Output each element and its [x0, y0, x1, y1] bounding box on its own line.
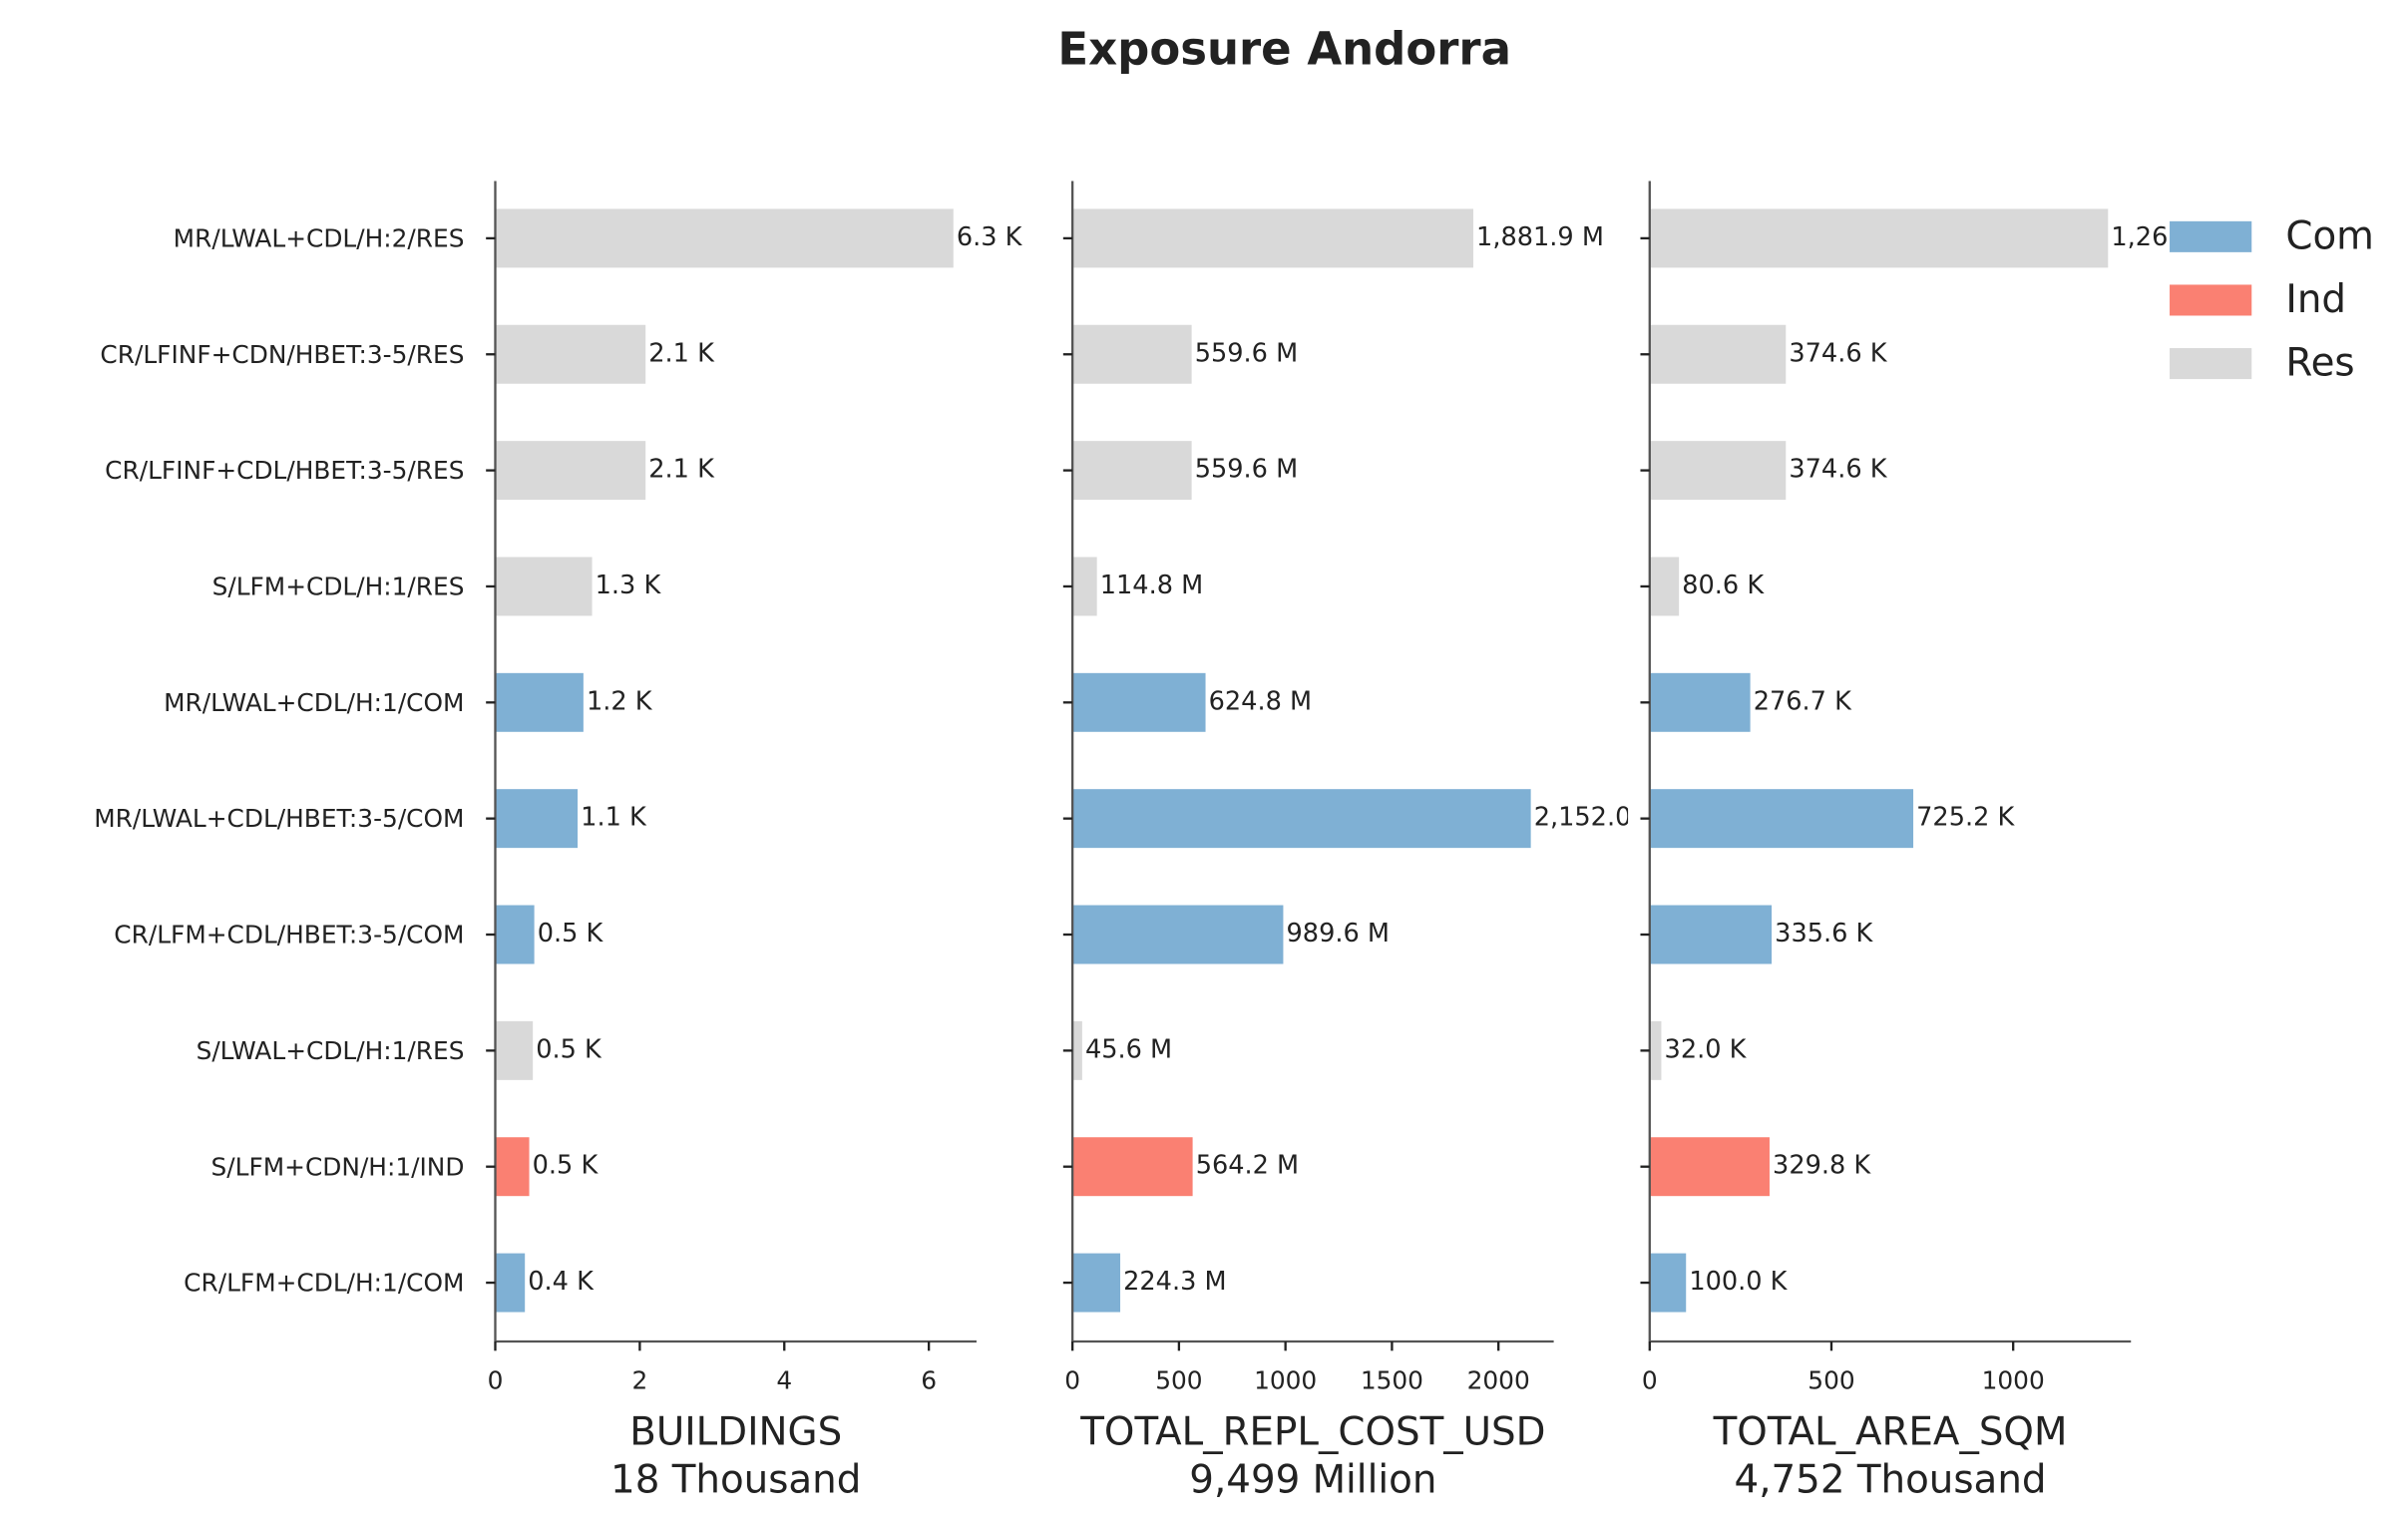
- bar: [1649, 1253, 1687, 1313]
- legend-label: Com: [2285, 213, 2374, 258]
- x-axis-label: BUILDINGS: [629, 1410, 842, 1455]
- value-label: 374.6 K: [1789, 455, 1887, 485]
- bar: [1072, 789, 1531, 849]
- bar: [1072, 557, 1097, 616]
- value-label: 1.2 K: [587, 686, 653, 716]
- bar: [495, 1020, 534, 1080]
- bar: [1649, 557, 1680, 616]
- y-tick-label: MR/LWAL+CDL/HBET:3-5/COM: [94, 804, 464, 833]
- y-tick-label: S/LWAL+CDL/H:1/RES: [197, 1036, 465, 1065]
- legend-swatch: [2170, 348, 2252, 380]
- value-label: 80.6 K: [1682, 571, 1765, 600]
- x-tick-label: 500: [1155, 1365, 1202, 1394]
- value-label: 0.4 K: [528, 1267, 595, 1297]
- x-tick-label: 2: [631, 1365, 647, 1394]
- bar: [495, 672, 584, 732]
- y-tick-label: MR/LWAL+CDL/H:1/COM: [164, 688, 464, 717]
- legend-swatch: [2170, 284, 2252, 316]
- x-tick-label: 2000: [1467, 1365, 1530, 1394]
- x-tick-label: 0: [1642, 1365, 1658, 1394]
- bar: [1072, 441, 1192, 501]
- value-label: 224.3 M: [1123, 1267, 1226, 1297]
- bar: [1649, 324, 1787, 384]
- bar: [1072, 905, 1284, 964]
- bar: [495, 905, 535, 964]
- bar: [495, 1137, 530, 1197]
- chart-title: Exposure Andorra: [1057, 23, 1511, 76]
- x-axis-label: TOTAL_REPL_COST_USD: [1079, 1410, 1545, 1455]
- value-label: 276.7 K: [1754, 686, 1852, 716]
- bar: [495, 324, 646, 384]
- bar: [495, 1253, 526, 1313]
- value-label: 989.6 M: [1287, 919, 1390, 949]
- bar: [495, 441, 646, 501]
- value-label: 624.8 M: [1209, 686, 1312, 716]
- legend-swatch: [2170, 220, 2252, 252]
- value-label: 0.5 K: [538, 919, 604, 949]
- y-tick-label: S/LFM+CDN/H:1/IND: [211, 1152, 465, 1181]
- x-tick-label: 4: [776, 1365, 792, 1394]
- value-label: 559.6 M: [1195, 455, 1298, 485]
- bar: [1649, 1137, 1770, 1197]
- y-tick-label: S/LFM+CDL/H:1/RES: [212, 572, 465, 601]
- bar: [495, 557, 593, 616]
- x-axis-label: 9,499 Million: [1189, 1458, 1436, 1503]
- bar: [495, 208, 954, 268]
- x-tick-label: 1500: [1361, 1365, 1423, 1394]
- bar: [1649, 672, 1751, 732]
- value-label: 114.8 M: [1100, 571, 1203, 600]
- x-tick-label: 1000: [1982, 1365, 2045, 1394]
- bar: [1072, 324, 1192, 384]
- value-label: 45.6 M: [1085, 1034, 1172, 1064]
- x-axis-label: 18 Thousand: [610, 1458, 861, 1503]
- value-label: 1.3 K: [596, 571, 662, 600]
- bar: [1649, 441, 1787, 501]
- x-tick-label: 6: [921, 1365, 937, 1394]
- y-tick-label: CR/LFINF+CDN/HBET:3-5/RES: [100, 340, 464, 369]
- value-label: 6.3 K: [957, 222, 1023, 252]
- y-tick-label: CR/LFM+CDL/H:1/COM: [184, 1269, 464, 1298]
- x-tick-label: 0: [488, 1365, 504, 1394]
- value-label: 559.6 M: [1195, 338, 1298, 368]
- legend-label: Ind: [2285, 277, 2346, 322]
- value-label: 2.1 K: [648, 455, 715, 485]
- y-tick-label: CR/LFM+CDL/HBET:3-5/COM: [114, 921, 464, 950]
- bar: [1072, 672, 1206, 732]
- value-label: 374.6 K: [1789, 338, 1887, 368]
- bar: [1072, 1020, 1082, 1080]
- x-tick-label: 0: [1064, 1365, 1080, 1394]
- value-label: 100.0 K: [1689, 1267, 1788, 1297]
- value-label: 0.5 K: [536, 1034, 602, 1064]
- bar: [1649, 1020, 1662, 1080]
- legend-label: Res: [2285, 341, 2354, 386]
- value-label: 2.1 K: [648, 338, 715, 368]
- value-label: 1,881.9 M: [1476, 222, 1604, 252]
- bar: [1649, 789, 1914, 849]
- value-label: 335.6 K: [1775, 919, 1873, 949]
- value-label: 32.0 K: [1665, 1034, 1748, 1064]
- value-label: 1.1 K: [581, 803, 647, 833]
- y-tick-label: MR/LWAL+CDL/H:2/RES: [174, 223, 465, 252]
- bar: [1072, 1137, 1193, 1197]
- bar: [495, 789, 579, 849]
- x-tick-label: 500: [1807, 1365, 1854, 1394]
- bar: [1072, 208, 1473, 268]
- bar: [1649, 905, 1773, 964]
- bar: [1649, 208, 2109, 268]
- bar: [1072, 1253, 1121, 1313]
- value-label: 725.2 K: [1916, 803, 2015, 833]
- value-label: 0.5 K: [533, 1151, 600, 1181]
- x-axis-label: TOTAL_AREA_SQM: [1713, 1410, 2068, 1455]
- value-label: 329.8 K: [1773, 1151, 1871, 1181]
- y-tick-label: CR/LFINF+CDL/HBET:3-5/RES: [105, 456, 464, 485]
- value-label: 564.2 M: [1196, 1151, 1299, 1181]
- x-tick-label: 1000: [1254, 1365, 1317, 1394]
- x-axis-label: 4,752 Thousand: [1735, 1458, 2047, 1503]
